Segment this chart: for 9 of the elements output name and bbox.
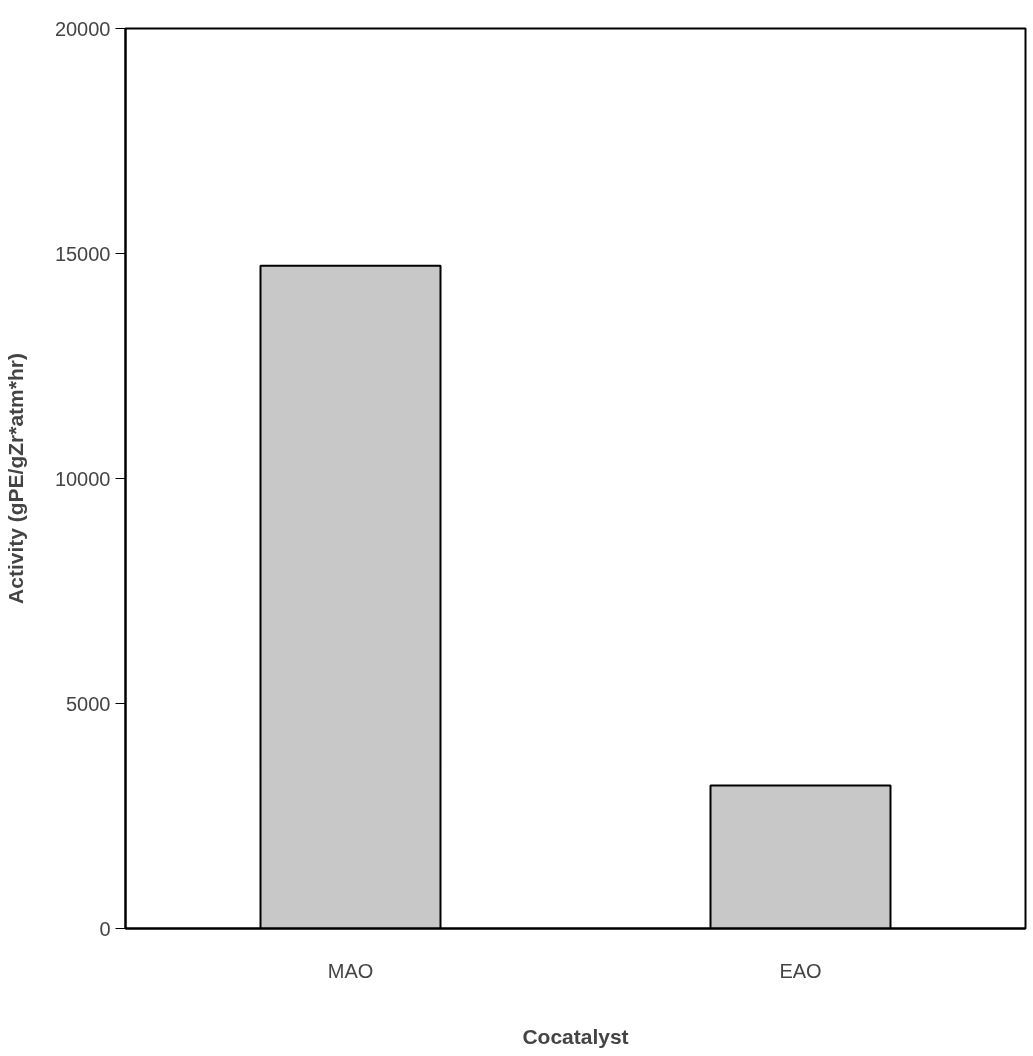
y-tick-label: 0 (99, 917, 111, 940)
y-tick-label: 5000 (66, 692, 111, 715)
y-tick-label: 20000 (54, 17, 111, 40)
y-axis-title: Activity (gPE/gZr*atm*hr) (3, 353, 27, 604)
x-tick-label: EAO (779, 959, 822, 982)
y-tick-label: 10000 (54, 467, 111, 490)
x-axis-title: Cocatalyst (522, 1024, 629, 1048)
y-tick-label: 15000 (54, 242, 111, 265)
x-tick-label: MAO (327, 959, 374, 982)
